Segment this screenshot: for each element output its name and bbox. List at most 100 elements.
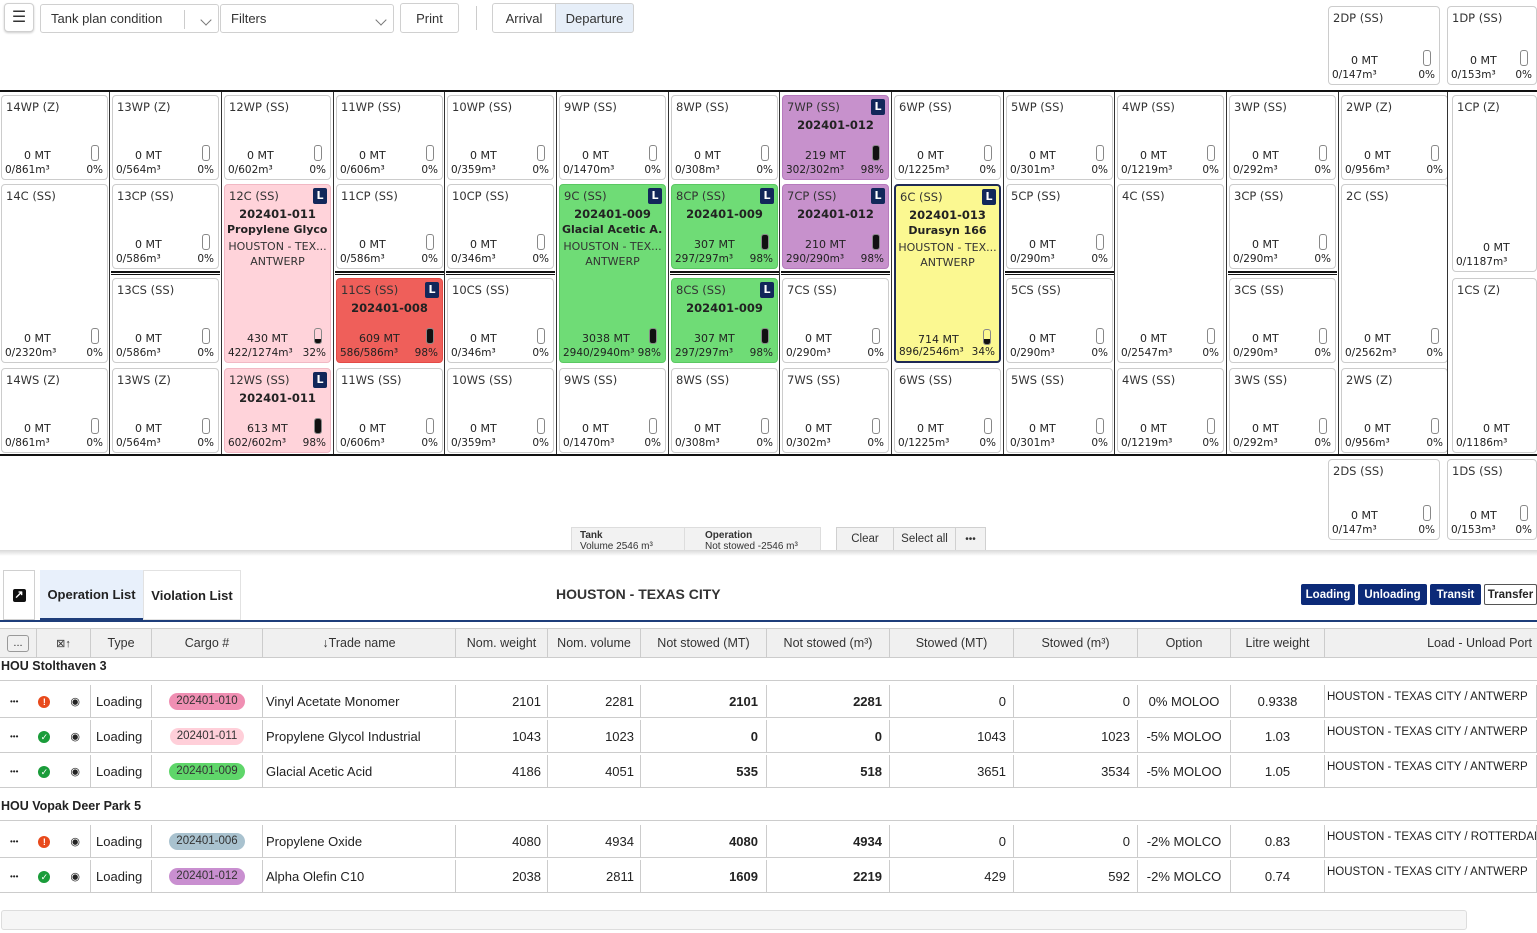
table-row[interactable]: ••• ✓ ◉ Loading 202401-012 Alpha Olefin C10 20…: [0, 860, 1537, 893]
table-row[interactable]: ••• ✓ ◉ Loading 202401-009 Glacial Acetic Aci…: [0, 755, 1537, 788]
unloading-filter-tag[interactable]: Unloading: [1358, 584, 1427, 605]
tank-1ds[interactable]: 1DS (SS) 0 MT 0% 0/153m³: [1447, 459, 1537, 540]
table-row[interactable]: •••! ◉ Loading 202401-006 Propylene Oxide 408…: [0, 825, 1537, 858]
tank-12ws[interactable]: 12WS (SS) L 202401-011 613 MT 98% 602/602m³: [224, 368, 331, 453]
transit-filter-tag[interactable]: Transit: [1430, 584, 1481, 605]
tank-3wp[interactable]: 3WP (SS) 0 MT 0% 0/292m³: [1229, 95, 1336, 180]
tank-14c[interactable]: 14C (SS) 0 MT 0% 0/2320m³: [1, 184, 108, 363]
column-stowed-mt[interactable]: Stowed (MT): [890, 629, 1014, 657]
tank-10ws[interactable]: 10WS (SS) 0 MT 0% 0/359m³: [447, 368, 554, 453]
eye-icon[interactable]: ◉: [70, 836, 80, 848]
tank-7ws[interactable]: 7WS (SS) 0 MT 0% 0/302m³: [782, 368, 889, 453]
row-actions[interactable]: •••! ◉: [0, 685, 91, 718]
tank-2c[interactable]: 2C (SS) 0 MT 0% 0/2562m³: [1341, 184, 1448, 363]
cargo-tag[interactable]: 202401-009: [169, 763, 245, 780]
tank-13cs[interactable]: 13CS (SS) 0 MT 0% 0/586m³: [112, 278, 219, 363]
column-type[interactable]: Type: [91, 629, 152, 657]
table-row[interactable]: ••• ✓ ◉ Loading 202401-011 Propylene Glycol I…: [0, 720, 1537, 753]
tank-14ws[interactable]: 14WS (Z) 0 MT 0% 0/861m³: [1, 368, 108, 453]
row-actions[interactable]: ••• ✓ ◉: [0, 755, 91, 788]
tank-9c[interactable]: 9C (SS) L 202401-009 Glacial Acetic A... HOU…: [559, 184, 666, 363]
tank-4wp[interactable]: 4WP (SS) 0 MT 0% 0/1219m³: [1117, 95, 1224, 180]
more-menu-button[interactable]: ...: [7, 634, 29, 652]
tank-2dp[interactable]: 2DP (SS) 0 MT 0% 0/147m³: [1328, 6, 1440, 85]
tank-12wp[interactable]: 12WP (SS) 0 MT 0% 0/602m³: [224, 95, 331, 180]
tank-11cp[interactable]: 11CP (SS) 0 MT 0% 0/586m³: [336, 184, 443, 269]
tank-13wp[interactable]: 13WP (Z) 0 MT 0% 0/564m³: [112, 95, 219, 180]
tank-1cs[interactable]: 1CS (Z) 0 MT 0/1186m³: [1452, 278, 1537, 453]
transfer-filter-tag[interactable]: Transfer: [1484, 584, 1537, 605]
column-option[interactable]: Option: [1138, 629, 1231, 657]
tank-11wp[interactable]: 11WP (SS) 0 MT 0% 0/606m³: [336, 95, 443, 180]
select-all-button[interactable]: Select all: [893, 527, 956, 551]
eye-icon[interactable]: ◉: [70, 731, 80, 743]
cargo-tag[interactable]: 202401-006: [169, 833, 245, 850]
column-nom-weight[interactable]: Nom. weight: [456, 629, 548, 657]
tank-13ws[interactable]: 13WS (Z) 0 MT 0% 0/564m³: [112, 368, 219, 453]
tank-5ws[interactable]: 5WS (SS) 0 MT 0% 0/301m³: [1006, 368, 1113, 453]
tank-5wp[interactable]: 5WP (SS) 0 MT 0% 0/301m³: [1006, 95, 1113, 180]
tank-13cp[interactable]: 13CP (SS) 0 MT 0% 0/586m³: [112, 184, 219, 269]
clear-button[interactable]: Clear: [836, 527, 894, 551]
column-not-stowed-m3[interactable]: Not stowed (m³): [767, 629, 890, 657]
eye-icon[interactable]: ◉: [70, 766, 80, 778]
tank-12c[interactable]: 12C (SS) L 202401-011 Propylene Glycol... HO…: [224, 184, 331, 363]
row-actions[interactable]: •••! ◉: [0, 825, 91, 858]
tank-1dp[interactable]: 1DP (SS) 0 MT 0% 0/153m³: [1447, 6, 1537, 85]
tank-7cs[interactable]: 7CS (SS) 0 MT 0% 0/290m³: [782, 278, 889, 363]
tank-10cs[interactable]: 10CS (SS) 0 MT 0% 0/346m³: [447, 278, 554, 363]
column-load-unload-port[interactable]: Load - Unload Port: [1325, 629, 1537, 657]
menu-button[interactable]: ☰: [4, 3, 34, 32]
row-more-icon[interactable]: •••: [9, 767, 19, 776]
tank-11ws[interactable]: 11WS (SS) 0 MT 0% 0/606m³: [336, 368, 443, 453]
tank-2ws[interactable]: 2WS (Z) 0 MT 0% 0/956m³: [1341, 368, 1448, 453]
eye-icon[interactable]: ◉: [70, 871, 80, 883]
row-more-icon[interactable]: •••: [9, 697, 19, 706]
tank-14wp[interactable]: 14WP (Z) 0 MT 0% 0/861m³: [1, 95, 108, 180]
tank-2wp[interactable]: 2WP (Z) 0 MT 0% 0/956m³: [1341, 95, 1448, 180]
tank-8cp[interactable]: 8CP (SS) L 202401-009 307 MT 98% 297/297m³: [671, 184, 778, 269]
row-actions[interactable]: ••• ✓ ◉: [0, 860, 91, 893]
expand-button[interactable]: ↗: [3, 570, 35, 620]
column-trade-name[interactable]: ↓ Trade name: [263, 629, 456, 657]
tank-1cp[interactable]: 1CP (Z) 0 MT 0/1187m³: [1452, 95, 1537, 272]
row-actions[interactable]: ••• ✓ ◉: [0, 720, 91, 753]
departure-toggle[interactable]: Departure: [555, 3, 634, 33]
tank-3cs[interactable]: 3CS (SS) 0 MT 0% 0/290m³: [1229, 278, 1336, 363]
tank-6ws[interactable]: 6WS (SS) 0 MT 0% 0/1225m³: [894, 368, 1001, 453]
column-nom-volume[interactable]: Nom. volume: [548, 629, 641, 657]
tank-9wp[interactable]: 9WP (SS) 0 MT 0% 0/1470m³: [559, 95, 666, 180]
tank-5cs[interactable]: 5CS (SS) 0 MT 0% 0/290m³: [1006, 278, 1113, 363]
column-not-stowed-mt[interactable]: Not stowed (MT): [641, 629, 767, 657]
tank-4c[interactable]: 4C (SS) 0 MT 0% 0/2547m³: [1117, 184, 1224, 363]
loading-filter-tag[interactable]: Loading: [1301, 584, 1355, 605]
tank-11cs[interactable]: 11CS (SS) L 202401-008 609 MT 98% 586/586m³: [336, 278, 443, 363]
tank-8ws[interactable]: 8WS (SS) 0 MT 0% 0/308m³: [671, 368, 778, 453]
tank-2ds[interactable]: 2DS (SS) 0 MT 0% 0/147m³: [1328, 459, 1440, 540]
plan-condition-select[interactable]: Tank plan condition: [40, 4, 219, 33]
tank-8cs[interactable]: 8CS (SS) L 202401-009 307 MT 98% 297/297m³: [671, 278, 778, 363]
tank-7wp[interactable]: 7WP (SS) L 202401-012 219 MT 98% 302/302m³: [782, 95, 889, 180]
tank-8wp[interactable]: 8WP (SS) 0 MT 0% 0/308m³: [671, 95, 778, 180]
table-row[interactable]: •••! ◉ Loading 202401-010 Vinyl Acetate Mono…: [0, 685, 1537, 718]
tab-violation-list[interactable]: Violation List: [143, 570, 241, 620]
tank-6wp[interactable]: 6WP (SS) 0 MT 0% 0/1225m³: [894, 95, 1001, 180]
grid-more-column[interactable]: ...: [0, 629, 37, 657]
filters-select[interactable]: Filters: [220, 4, 394, 33]
tank-5cp[interactable]: 5CP (SS) 0 MT 0% 0/290m³: [1006, 184, 1113, 269]
print-button[interactable]: Print: [400, 3, 459, 33]
cargo-tag[interactable]: 202401-012: [169, 868, 245, 885]
row-more-icon[interactable]: •••: [9, 872, 19, 881]
column-litre-weight[interactable]: Litre weight: [1231, 629, 1325, 657]
eye-icon[interactable]: ◉: [70, 696, 80, 708]
group-sort-icon[interactable]: ⊠↑: [56, 637, 71, 650]
tank-9ws[interactable]: 9WS (SS) 0 MT 0% 0/1470m³: [559, 368, 666, 453]
row-more-icon[interactable]: •••: [9, 732, 19, 741]
column-stowed-m3[interactable]: Stowed (m³): [1014, 629, 1138, 657]
more-options-button[interactable]: •••: [955, 527, 986, 551]
horizontal-scrollbar[interactable]: [1, 910, 1467, 930]
tank-4ws[interactable]: 4WS (SS) 0 MT 0% 0/1219m³: [1117, 368, 1224, 453]
grid-sort-column[interactable]: ⊠↑: [37, 629, 91, 657]
tank-10cp[interactable]: 10CP (SS) 0 MT 0% 0/346m³: [447, 184, 554, 269]
cargo-tag[interactable]: 202401-010: [169, 693, 245, 710]
